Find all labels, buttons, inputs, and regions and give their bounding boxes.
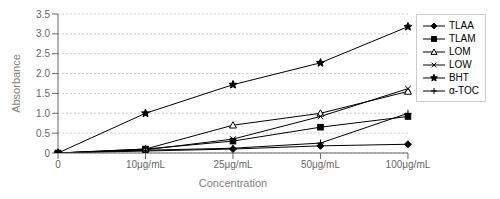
svg-text:0: 0 xyxy=(55,159,61,170)
html-text:α-TOC: α-TOC xyxy=(449,85,479,96)
html-text:TLAA: TLAA xyxy=(449,20,474,31)
svg-text:0.5: 0.5 xyxy=(36,128,50,139)
html-text:LOW: LOW xyxy=(449,59,472,70)
svg-text:25μg/mL: 25μg/mL xyxy=(213,159,253,170)
html-text:LOM: LOM xyxy=(449,46,471,57)
svg-text:10μg/mL: 10μg/mL xyxy=(126,159,166,170)
svg-text:Concentration: Concentration xyxy=(199,177,268,189)
svg-text:3.5: 3.5 xyxy=(36,9,50,20)
svg-text:Absorbance: Absorbance xyxy=(10,54,22,113)
svg-text:3.0: 3.0 xyxy=(36,28,50,39)
html-text:BHT: BHT xyxy=(449,72,469,83)
svg-text:100μg/mL: 100μg/mL xyxy=(386,159,431,170)
svg-text:2.5: 2.5 xyxy=(36,48,50,59)
svg-text:1.0: 1.0 xyxy=(36,108,50,119)
svg-text:50μg/mL: 50μg/mL xyxy=(301,159,341,170)
html-text:TLAM: TLAM xyxy=(449,33,476,44)
svg-text:0: 0 xyxy=(44,148,50,159)
svg-text:2.0: 2.0 xyxy=(36,68,50,79)
svg-text:1.5: 1.5 xyxy=(36,88,50,99)
